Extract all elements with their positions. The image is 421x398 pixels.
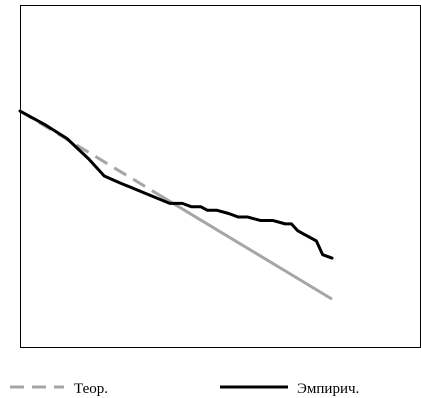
legend: Теор. Эмпирич. xyxy=(10,381,359,397)
plot-area-frame xyxy=(20,5,421,348)
series-line-empirical xyxy=(18,109,334,260)
series-layer xyxy=(18,109,334,301)
legend-label-empirical: Эмпирич. xyxy=(297,381,359,397)
series-line-theoretical-solid xyxy=(156,192,333,301)
legend-label-theoretical: Теор. xyxy=(74,381,108,397)
